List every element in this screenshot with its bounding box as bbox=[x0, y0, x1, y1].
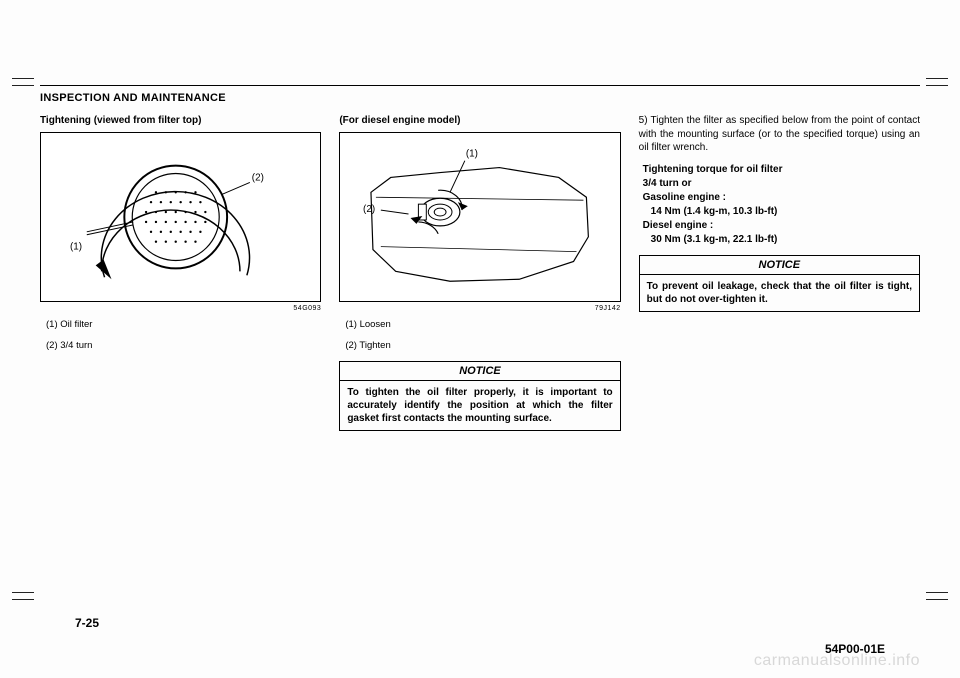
torque-l4: Diesel engine : bbox=[643, 219, 920, 233]
svg-text:(2): (2) bbox=[363, 204, 375, 215]
notice-box-1: NOTICE To tighten the oil filter properl… bbox=[339, 361, 620, 432]
page-number: 7-25 bbox=[75, 616, 99, 630]
col1-legend1: (1) Oil filter bbox=[46, 319, 321, 332]
step-5: 5) Tighten the filter as specified below… bbox=[639, 114, 920, 155]
torque-spec: Tightening torque for oil filter 3/4 tur… bbox=[643, 163, 920, 247]
crop-mark bbox=[926, 592, 948, 593]
svg-text:(1): (1) bbox=[466, 148, 478, 159]
fig2-code: 79J142 bbox=[339, 304, 620, 313]
crop-mark bbox=[12, 78, 34, 79]
col1-subhead: Tightening (viewed from filter top) bbox=[40, 114, 321, 128]
fig1-label-2: (2) bbox=[252, 172, 264, 183]
notice1-title: NOTICE bbox=[340, 362, 619, 382]
crop-mark bbox=[12, 85, 34, 86]
step5-text: 5) Tighten the filter as specified below… bbox=[639, 115, 920, 153]
crop-mark bbox=[926, 85, 948, 86]
notice2-body: To prevent oil leakage, check that the o… bbox=[640, 275, 919, 311]
page: INSPECTION AND MAINTENANCE Tightening (v… bbox=[0, 0, 960, 678]
figure-diesel-engine: (1) (2) bbox=[339, 132, 620, 302]
column-1: Tightening (viewed from filter top) bbox=[40, 114, 321, 431]
section-heading: INSPECTION AND MAINTENANCE bbox=[40, 92, 920, 104]
column-3: 5) Tighten the filter as specified below… bbox=[639, 114, 920, 431]
fig1-label-1: (1) bbox=[70, 241, 82, 252]
crop-mark bbox=[12, 592, 34, 593]
torque-title: Tightening torque for oil filter bbox=[643, 163, 920, 177]
header-rule bbox=[40, 85, 920, 86]
figure-oil-filter-top: (1) (2) bbox=[40, 132, 321, 302]
col1-legend2: (2) 3/4 turn bbox=[46, 340, 321, 353]
notice2-title: NOTICE bbox=[640, 256, 919, 276]
col2-legend2: (2) Tighten bbox=[345, 340, 620, 353]
torque-l5: 30 Nm (3.1 kg-m, 22.1 lb-ft) bbox=[643, 233, 920, 247]
notice1-body: To tighten the oil filter properly, it i… bbox=[340, 381, 619, 430]
torque-l2: Gasoline engine : bbox=[643, 191, 920, 205]
watermark: carmanualsonline.info bbox=[754, 652, 920, 670]
crop-mark bbox=[926, 78, 948, 79]
crop-mark bbox=[926, 599, 948, 600]
col2-legend1: (1) Loosen bbox=[345, 319, 620, 332]
torque-l3: 14 Nm (1.4 kg-m, 10.3 lb-ft) bbox=[643, 205, 920, 219]
col2-subhead: (For diesel engine model) bbox=[339, 114, 620, 128]
torque-l1: 3/4 turn or bbox=[643, 177, 920, 191]
fig1-code: 54G093 bbox=[40, 304, 321, 313]
crop-mark bbox=[12, 599, 34, 600]
notice-box-2: NOTICE To prevent oil leakage, check tha… bbox=[639, 255, 920, 313]
column-2: (For diesel engine model) bbox=[339, 114, 620, 431]
columns: Tightening (viewed from filter top) bbox=[40, 114, 920, 431]
